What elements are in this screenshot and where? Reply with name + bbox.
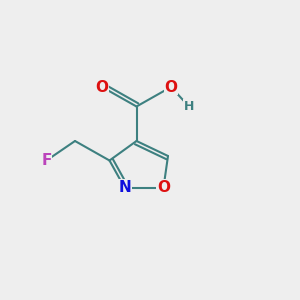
Text: O: O bbox=[95, 80, 109, 94]
Text: H: H bbox=[184, 100, 194, 113]
Text: O: O bbox=[157, 180, 170, 195]
Text: N: N bbox=[118, 180, 131, 195]
Text: F: F bbox=[41, 153, 52, 168]
Text: O: O bbox=[164, 80, 178, 94]
